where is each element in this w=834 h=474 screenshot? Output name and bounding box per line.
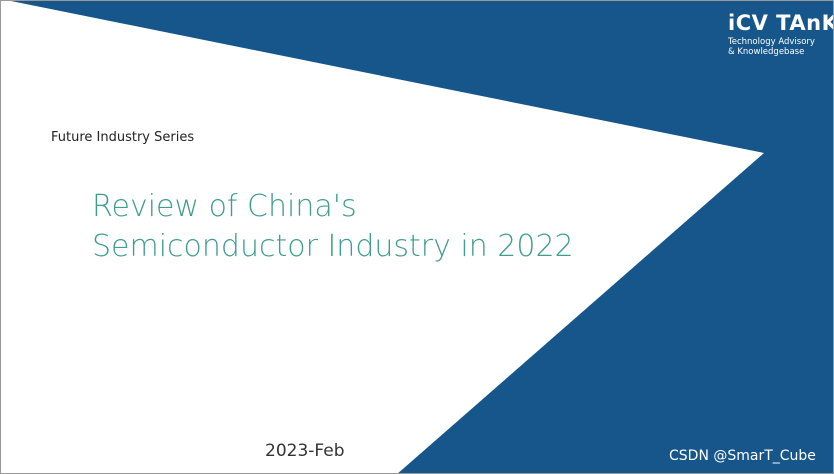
watermark: CSDN @SmarT_Cube [669,448,816,464]
title-line: Review of China's [92,189,357,224]
title-line: Semiconductor Industry in 2022 [92,229,574,264]
logo-name: iCV TAnK [728,11,834,35]
logo-subtitle: Technology Advisory [728,37,815,47]
date: 2023-Feb [265,441,345,461]
logo-subtitle: & Knowledgebase [728,47,805,57]
blue-panel [11,1,833,473]
series-label: Future Industry Series [51,130,195,145]
